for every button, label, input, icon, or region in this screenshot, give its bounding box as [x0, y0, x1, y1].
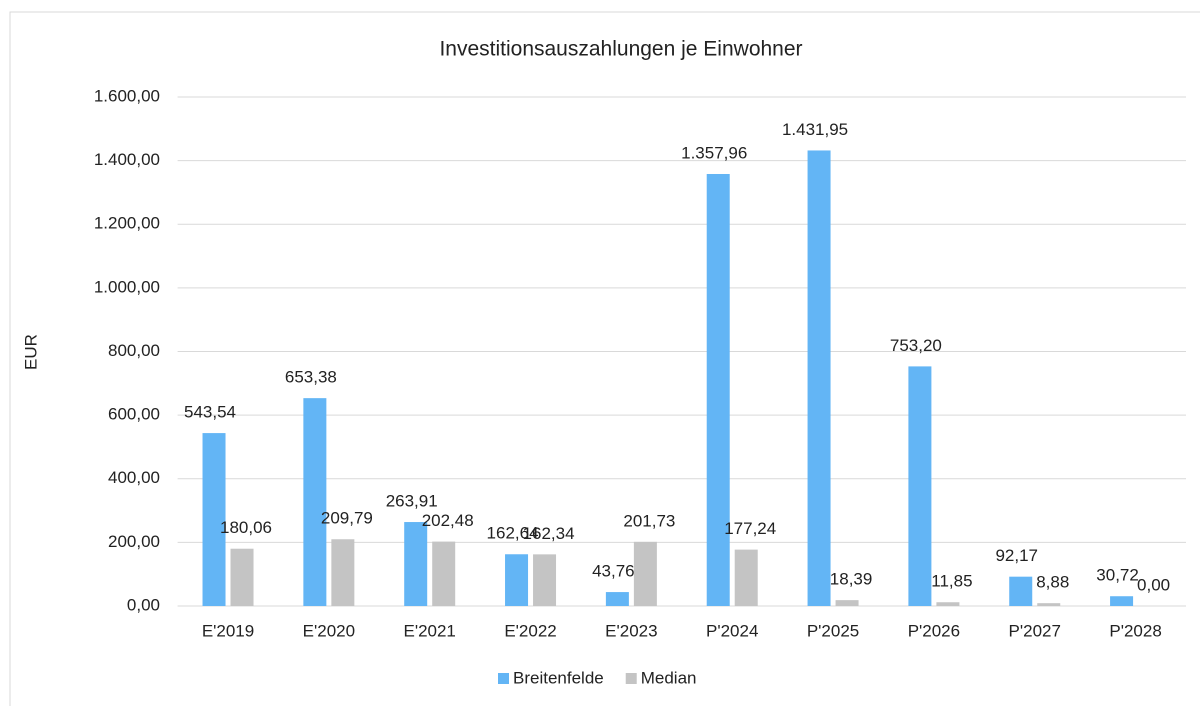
- y-tick-label: 1.000,00: [94, 277, 160, 296]
- y-tick-label: 1.200,00: [94, 214, 160, 233]
- data-label: 0,00: [1137, 575, 1170, 594]
- x-tick-label: E'2023: [605, 621, 657, 640]
- x-tick-label: E'2021: [403, 621, 455, 640]
- x-tick-label: E'2022: [504, 621, 556, 640]
- data-label: 653,38: [285, 368, 337, 387]
- bar: [835, 600, 859, 606]
- data-label: 1.431,95: [782, 120, 848, 139]
- data-label: 162,64: [487, 524, 539, 543]
- legend-label: Median: [641, 668, 697, 687]
- legend-swatch: [498, 673, 509, 684]
- data-label: 30,72: [1096, 566, 1139, 585]
- x-tick-label: E'2019: [202, 621, 254, 640]
- y-tick-label: 600,00: [108, 405, 160, 424]
- chart-title: Investitionsauszahlungen je Einwohner: [439, 38, 802, 61]
- bar: [936, 602, 960, 606]
- chart-frame: [9, 11, 1200, 706]
- x-tick-label: E'2020: [303, 621, 355, 640]
- y-tick-label: 400,00: [108, 468, 160, 487]
- y-tick-label: 0,00: [127, 595, 160, 614]
- x-tick-label: P'2024: [706, 621, 758, 640]
- data-label: 92,17: [995, 546, 1038, 565]
- bar: [1037, 603, 1061, 606]
- bar: [303, 398, 327, 606]
- data-label: 177,24: [724, 519, 776, 538]
- data-label: 543,54: [184, 403, 236, 422]
- data-label: 8,88: [1036, 573, 1069, 592]
- data-label: 180,06: [220, 518, 272, 537]
- bar: [908, 366, 932, 606]
- data-label: 263,91: [386, 492, 438, 511]
- y-axis-label: EUR: [21, 334, 40, 370]
- bar: [432, 541, 456, 606]
- bar: [734, 549, 758, 606]
- data-label: 18,39: [830, 570, 873, 589]
- data-label: 753,20: [890, 336, 942, 355]
- x-tick-label: P'2027: [1009, 621, 1061, 640]
- data-label: 202,48: [422, 511, 474, 530]
- y-tick-label: 1.400,00: [94, 150, 160, 169]
- x-tick-label: P'2026: [908, 621, 960, 640]
- bar: [706, 173, 730, 607]
- bar: [202, 433, 226, 606]
- data-label: 209,79: [321, 509, 373, 528]
- y-tick-label: 800,00: [108, 341, 160, 360]
- bar: [605, 592, 629, 606]
- legend-swatch: [625, 673, 637, 684]
- data-label: 1.357,96: [681, 143, 747, 162]
- x-tick-label: P'2025: [807, 621, 859, 640]
- data-label: 43,76: [592, 562, 635, 581]
- bar: [331, 539, 355, 606]
- bar: [1110, 596, 1134, 606]
- bar: [404, 522, 428, 606]
- y-tick-label: 1.600,00: [94, 86, 160, 105]
- bar: [505, 554, 529, 606]
- data-label: 11,85: [931, 572, 972, 591]
- bar: [633, 541, 657, 606]
- x-tick-label: P'2028: [1109, 621, 1161, 640]
- bar: [230, 548, 254, 606]
- data-label: 201,73: [623, 511, 675, 530]
- legend-label: Breitenfelde: [513, 668, 604, 687]
- bar: [533, 554, 557, 606]
- bar: [807, 150, 831, 606]
- data-label: 162,34: [523, 524, 575, 543]
- y-tick-label: 200,00: [108, 532, 160, 551]
- bar: [1009, 576, 1033, 606]
